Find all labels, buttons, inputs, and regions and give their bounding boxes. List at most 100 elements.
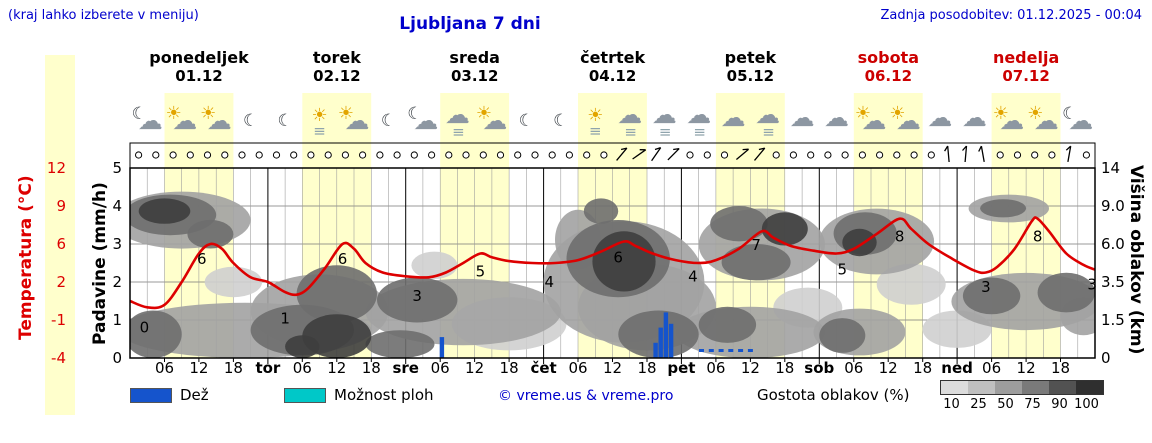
shower-legend-label: Možnost ploh <box>334 386 434 404</box>
day-header: petek 05.12 <box>681 48 819 86</box>
temp-axis-tick: -4 <box>51 349 66 367</box>
cloud-icon: ☁ <box>862 106 887 135</box>
wind-barb-icon <box>735 148 750 160</box>
wind-calm-icon <box>996 151 1004 159</box>
x-hour-tick: 12 <box>327 359 346 377</box>
temp-point-label: 3 <box>1087 276 1097 294</box>
x-hour-tick: 18 <box>224 359 243 377</box>
day-name: nedelja <box>992 48 1060 67</box>
wind-barb-icon <box>962 145 968 163</box>
cloud-icon: ☁ <box>445 100 470 129</box>
density-level-label: 100 <box>1074 397 1099 412</box>
sun-icon: ☀ <box>200 103 216 124</box>
density-swatch <box>1022 381 1049 394</box>
x-axis-labels: 06 12 18 tor 06 12 18 sre 06 12 18 čet 06 12 18 pet 06 12… <box>155 359 1070 377</box>
temp-axis-tick: 12 <box>47 159 66 177</box>
x-hour-tick: 06 <box>706 359 725 377</box>
temp-point-label: 5 <box>838 261 848 279</box>
cloud-icon: ☁ <box>345 106 370 135</box>
x-hour-tick: 12 <box>879 359 898 377</box>
day-name: sobota <box>857 48 919 67</box>
temp-point-label: 0 <box>140 319 150 337</box>
day-date: 04.12 <box>588 67 637 85</box>
wind-calm-icon <box>186 151 194 159</box>
day-name: četrtek <box>580 48 646 67</box>
wind-barb-icon <box>754 147 766 161</box>
moon-icon: ☾ <box>381 111 396 131</box>
temperature-curve <box>130 216 1095 310</box>
wind-calm-icon <box>1031 151 1039 159</box>
cloud-blob <box>187 219 234 249</box>
cloud-blob <box>710 206 768 242</box>
precip-axis-tick: 4 <box>112 197 122 215</box>
x-day-abbr: sob <box>804 359 834 377</box>
cloud-icon: ☁ <box>721 103 746 132</box>
cloud-blob <box>130 310 182 358</box>
x-hour-tick: 12 <box>465 359 484 377</box>
precip-axis-tick: 1 <box>112 311 122 329</box>
day-header: nedelja 07.12 <box>957 48 1095 86</box>
wind-calm-icon <box>1013 151 1022 159</box>
wind-calm-icon <box>893 151 901 159</box>
x-hour-tick: 18 <box>500 359 519 377</box>
copyright-link[interactable]: © vreme.us & vreme.pro <box>498 388 674 404</box>
temp-axis-tick: 9 <box>56 197 66 215</box>
wind-calm-icon <box>169 151 177 159</box>
day-header: sreda 03.12 <box>406 48 544 86</box>
temp-point-label: 7 <box>751 236 761 254</box>
precip-axis-tick: 5 <box>112 159 122 177</box>
rain-legend-swatch <box>130 388 172 403</box>
moon-icon: ☾ <box>132 104 147 124</box>
rain-bar <box>439 337 445 358</box>
day-name: torek <box>312 48 361 67</box>
wind-calm-icon <box>428 151 436 159</box>
cloud-icon: ☁ <box>790 103 815 132</box>
day-date: 02.12 <box>313 67 361 85</box>
wind-calm-icon <box>772 151 780 159</box>
cloud-density-scale-labels: 10 25 50 75 90 100 <box>938 397 1100 412</box>
moon-icon: ☾ <box>519 111 534 131</box>
cloud-density-label: Gostota oblakov (%) <box>757 386 910 404</box>
sun-icon: ☀ <box>855 103 871 124</box>
wind-calm-icon <box>910 151 918 159</box>
x-hour-tick: 06 <box>293 359 312 377</box>
day-header: ponedeljek 01.12 <box>130 48 268 86</box>
cloud-icon: ☁ <box>824 103 849 132</box>
wind-calm-icon <box>135 151 143 159</box>
density-swatch <box>968 381 995 394</box>
wind-calm-icon <box>479 151 487 159</box>
wind-calm-icon <box>583 151 591 159</box>
temp-point-label: 5 <box>476 263 486 281</box>
moon-icon: ☾ <box>1062 104 1077 124</box>
wind-calm-icon <box>203 151 212 159</box>
temp-point-label: 3 <box>412 287 422 305</box>
cloud-blob <box>296 265 377 323</box>
wind-calm-icon <box>462 151 470 159</box>
day-header: sobota 06.12 <box>819 48 957 86</box>
wind-calm-icon <box>514 151 522 159</box>
day-header: četrtek 04.12 <box>544 48 682 86</box>
cloud-icon: ☁ <box>1034 106 1059 135</box>
fog-icon: ≡ <box>624 123 637 141</box>
density-swatch <box>941 381 968 394</box>
cloud-axis-tick: 1.5 <box>1101 311 1125 329</box>
density-level-label: 25 <box>970 397 987 412</box>
day-date: 05.12 <box>726 67 775 85</box>
x-hour-tick: 06 <box>568 359 587 377</box>
rain-legend-label: Dež <box>180 386 209 404</box>
wind-calm-icon <box>307 151 315 159</box>
x-tick-marks <box>164 358 1061 364</box>
wind-barb-icon <box>978 145 985 163</box>
cloud-blob <box>204 266 263 298</box>
x-day-abbr: tor <box>255 359 280 377</box>
shower-mark <box>718 349 724 352</box>
cloud-icon: ☁ <box>755 100 780 129</box>
fog-icon: ≡ <box>762 123 775 141</box>
cloud-blob <box>698 306 757 343</box>
x-hour-tick: 12 <box>1017 359 1036 377</box>
wind-calm-icon <box>410 151 418 159</box>
wind-calm-icon <box>858 151 867 159</box>
